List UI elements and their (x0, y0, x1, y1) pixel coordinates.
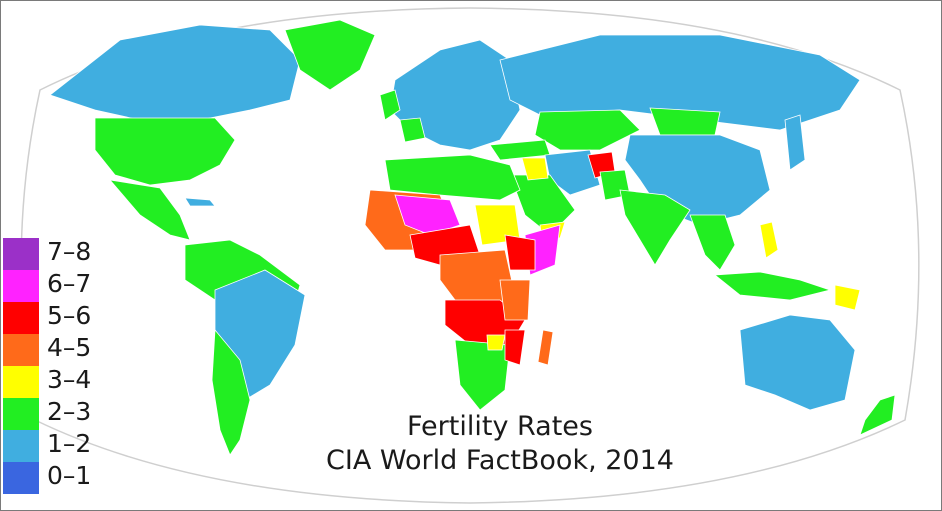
region-france[interactable] (399, 117, 426, 143)
region-zimbabwe[interactable] (486, 334, 506, 351)
region-australia[interactable] (739, 314, 856, 411)
legend-label-5-6: 5–6 (47, 301, 92, 330)
region-iraq-syria[interactable] (521, 157, 549, 181)
legend-label-1-2: 1–2 (47, 429, 92, 458)
region-central-asia[interactable] (534, 109, 641, 151)
region-philippines[interactable] (759, 221, 779, 259)
region-southeast-asia[interactable] (689, 214, 736, 271)
region-usa[interactable] (94, 117, 236, 186)
region-new-zealand[interactable] (859, 394, 896, 436)
region-mongolia[interactable] (649, 107, 721, 136)
caption-title: Fertility Rates (407, 411, 593, 442)
region-madagascar[interactable] (537, 329, 554, 366)
region-japan[interactable] (784, 114, 806, 171)
region-caribbean[interactable] (184, 197, 216, 207)
legend-swatch-2-3 (3, 398, 39, 430)
legend-swatch-1-2 (3, 430, 39, 462)
region-indonesia[interactable] (713, 271, 832, 301)
region-uk-ireland[interactable] (379, 89, 401, 121)
region-russia[interactable] (499, 34, 861, 131)
caption-source: CIA World FactBook, 2014 (326, 445, 674, 476)
legend-label-7-8: 7–8 (47, 237, 92, 266)
region-south-america-south[interactable] (211, 328, 251, 456)
legend-label-3-4: 3–4 (47, 365, 92, 394)
region-east-africa[interactable] (499, 279, 531, 321)
map-caption: Fertility Rates CIA World FactBook, 2014 (280, 410, 720, 478)
legend-label-2-3: 2–3 (47, 397, 92, 426)
region-mexico[interactable] (108, 179, 191, 241)
legend-swatch-4-5 (3, 334, 39, 366)
legend-swatch-0-1 (3, 462, 39, 494)
legend-label-6-7: 6–7 (47, 269, 92, 298)
legend-label-0-1: 0–1 (47, 461, 92, 490)
region-greenland[interactable] (284, 19, 376, 91)
legend-label-4-5: 4–5 (47, 333, 92, 362)
legend-swatch-5-6 (3, 302, 39, 334)
legend-swatch-7-8 (3, 238, 39, 270)
region-mozambique[interactable] (504, 329, 526, 366)
legend-swatch-3-4 (3, 366, 39, 398)
region-india[interactable] (619, 189, 691, 266)
legend-swatch-6-7 (3, 270, 39, 302)
region-ethiopia[interactable] (504, 234, 536, 271)
legend: 7–8 6–7 5–6 4–5 3–4 2–3 1–2 0–1 (3, 237, 91, 494)
region-papua[interactable] (834, 284, 861, 311)
region-north-africa[interactable] (384, 154, 521, 201)
region-canada[interactable] (49, 24, 301, 121)
